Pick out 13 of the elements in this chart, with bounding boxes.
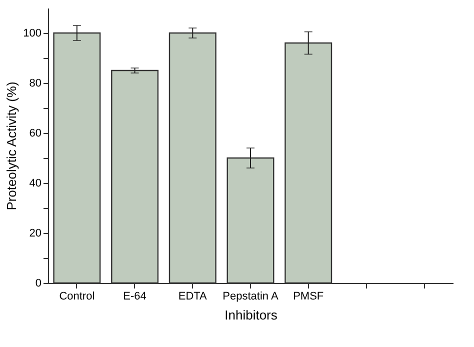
x-tick-label: PMSF: [293, 290, 324, 302]
x-tick-label: Pepstatin A: [222, 290, 279, 302]
x-axis-title: Inhibitors: [224, 308, 278, 322]
x-tick-label: EDTA: [178, 290, 208, 302]
y-axis-title: Proteolytic Activity (%): [4, 82, 20, 210]
y-tick-label: 80: [29, 78, 42, 90]
x-tick-label: E-64: [123, 290, 146, 302]
y-tick-label: 20: [29, 228, 42, 240]
x-tick-label: Control: [59, 290, 95, 302]
y-tick-label: 0: [35, 278, 42, 290]
y-tick-label: 60: [29, 128, 42, 140]
y-tick-label: 40: [29, 178, 42, 190]
y-tick-label: 100: [23, 28, 42, 40]
